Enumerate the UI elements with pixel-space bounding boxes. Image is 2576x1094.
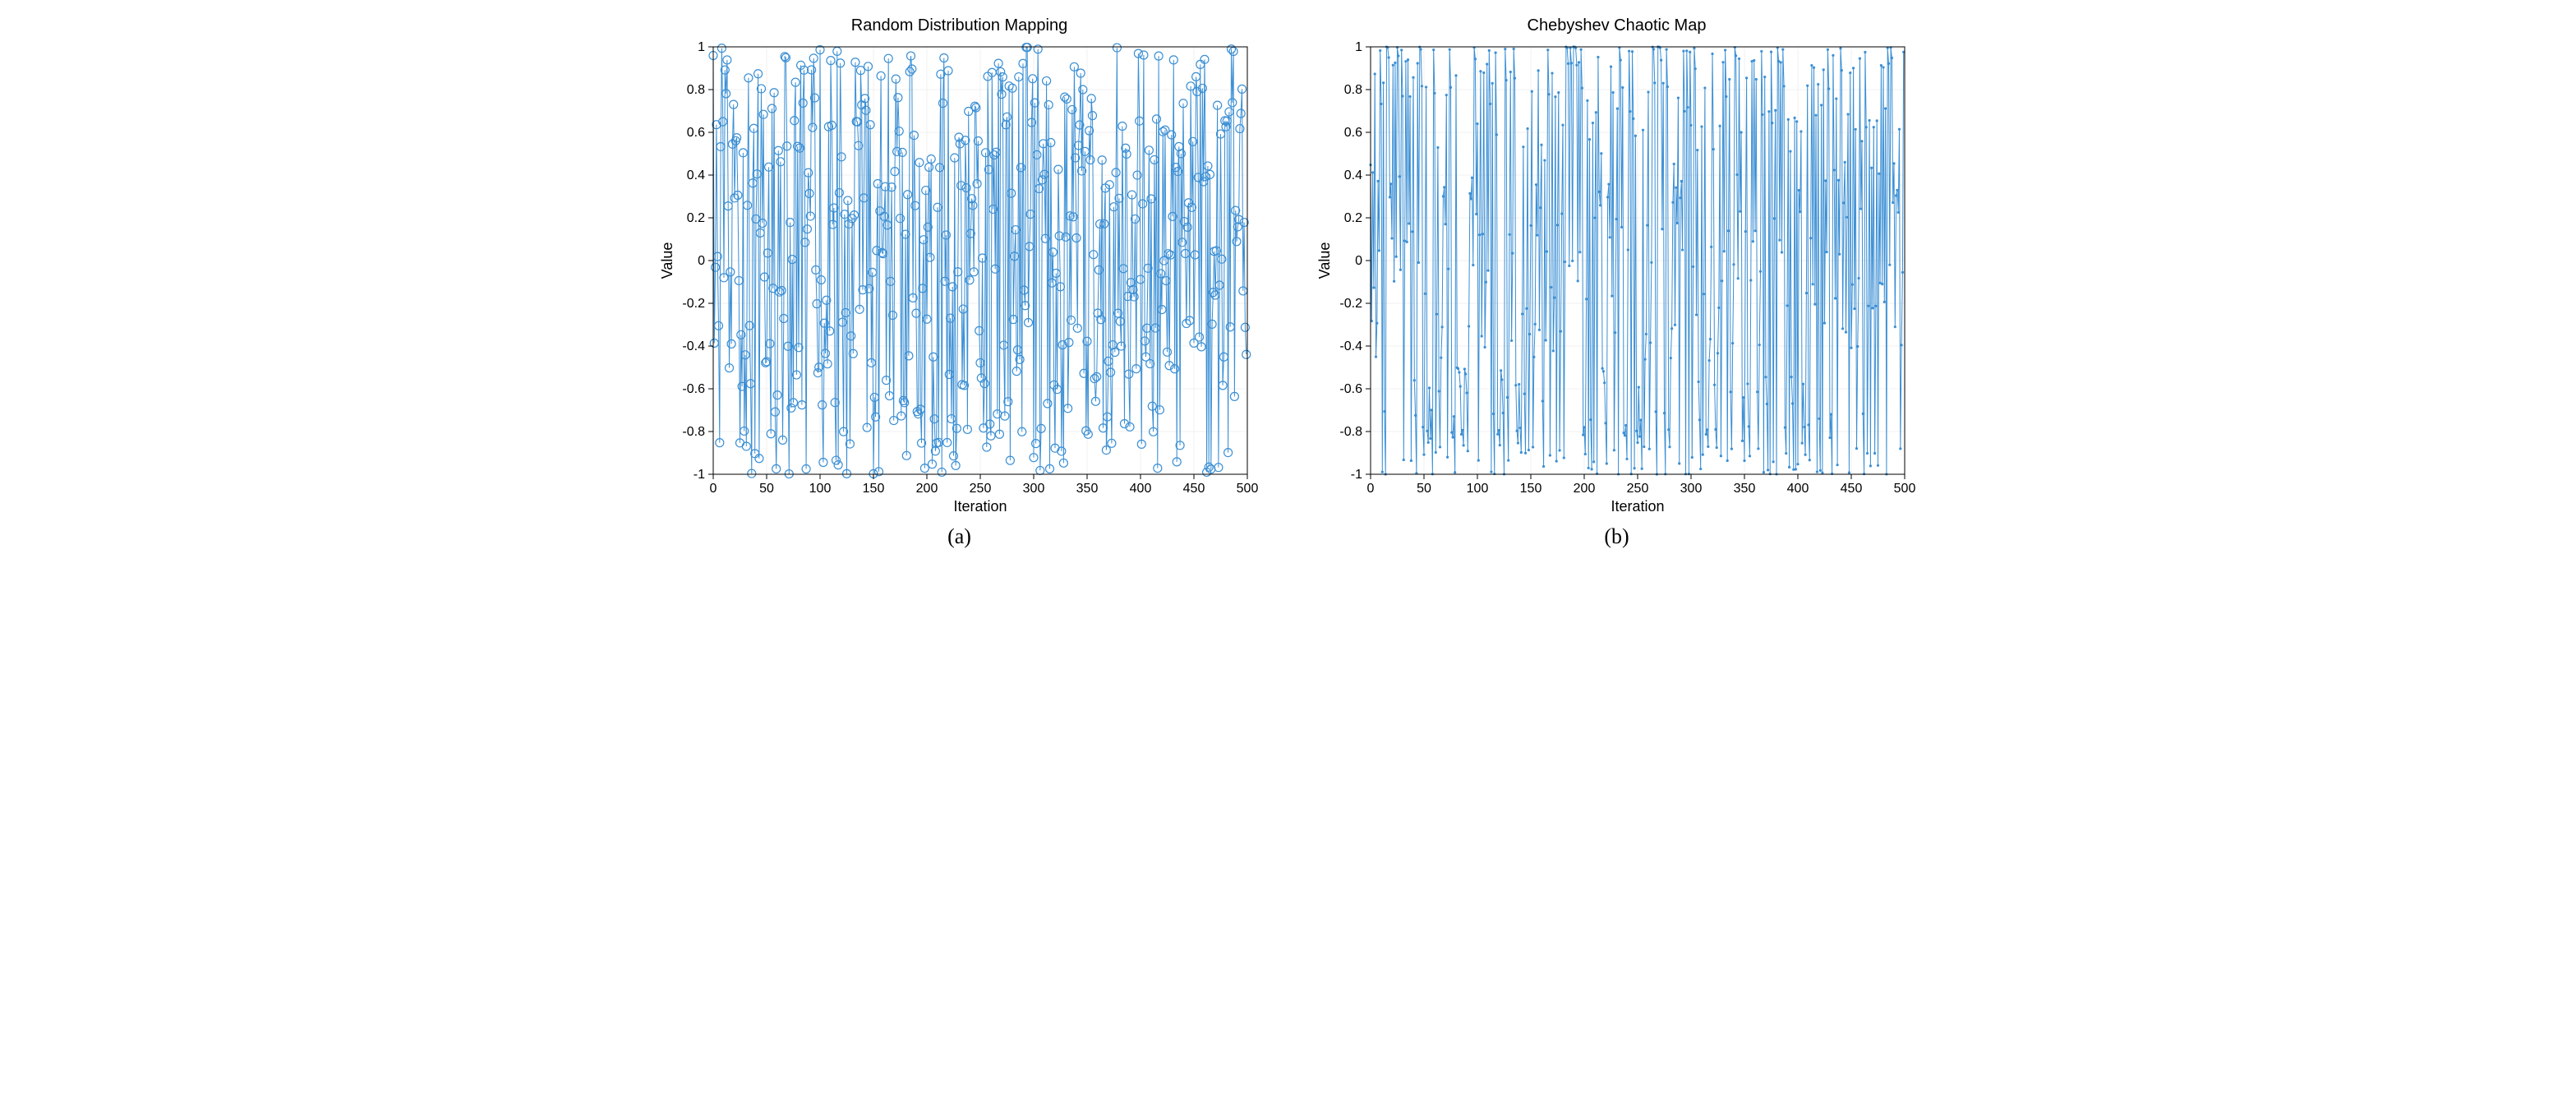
chart-svg-b: 0 50 100 150 200 250 300 350 400 450 500 -1 -0.8 -0.6… bbox=[1313, 39, 1921, 519]
svg-text:50: 50 bbox=[759, 482, 774, 496]
svg-text:0.4: 0.4 bbox=[1343, 168, 1362, 182]
x-axis-label: Iteration bbox=[953, 498, 1007, 515]
chart-title-b: Chebyshev Chaotic Map bbox=[1528, 16, 1707, 35]
svg-text:300: 300 bbox=[1680, 482, 1702, 496]
svg-text:200: 200 bbox=[1573, 482, 1595, 496]
svg-text:350: 350 bbox=[1076, 482, 1098, 496]
svg-text:300: 300 bbox=[1022, 482, 1044, 496]
svg-text:0.4: 0.4 bbox=[686, 168, 704, 182]
svg-text:1: 1 bbox=[1355, 40, 1362, 54]
svg-text:-1: -1 bbox=[1350, 468, 1362, 482]
svg-text:-0.4: -0.4 bbox=[1339, 339, 1362, 353]
panel-a: Random Distribution Mapping 0 50 100 150 200… bbox=[656, 16, 1264, 549]
svg-text:0: 0 bbox=[1366, 482, 1374, 496]
svg-text:0.6: 0.6 bbox=[1343, 126, 1362, 140]
svg-text:450: 450 bbox=[1840, 482, 1862, 496]
chart-wrap-b: 0 50 100 150 200 250 300 350 400 450 500 -1 -0.8 -0.6… bbox=[1313, 39, 1921, 519]
svg-text:0: 0 bbox=[1355, 254, 1362, 268]
svg-text:100: 100 bbox=[1466, 482, 1488, 496]
svg-text:450: 450 bbox=[1182, 482, 1205, 496]
svg-text:150: 150 bbox=[1519, 482, 1541, 496]
svg-text:0.8: 0.8 bbox=[1343, 83, 1362, 97]
svg-text:350: 350 bbox=[1733, 482, 1755, 496]
svg-text:-0.6: -0.6 bbox=[682, 382, 705, 396]
svg-text:150: 150 bbox=[862, 482, 884, 496]
chart-svg-a: 0 50 100 150 200 250 300 350 400 450 500 -1 -0.8 -0.6… bbox=[656, 39, 1264, 519]
svg-text:-0.8: -0.8 bbox=[682, 425, 705, 439]
chart-wrap-a: 0 50 100 150 200 250 300 350 400 450 500 -1 -0.8 -0.6… bbox=[656, 39, 1264, 519]
svg-text:50: 50 bbox=[1417, 482, 1431, 496]
svg-text:0.2: 0.2 bbox=[1343, 211, 1362, 225]
x-axis-label: Iteration bbox=[1611, 498, 1664, 515]
svg-text:500: 500 bbox=[1236, 482, 1258, 496]
svg-text:0.6: 0.6 bbox=[686, 126, 704, 140]
svg-text:-1: -1 bbox=[693, 468, 704, 482]
svg-text:100: 100 bbox=[809, 482, 831, 496]
svg-text:1: 1 bbox=[698, 40, 705, 54]
svg-text:250: 250 bbox=[1626, 482, 1648, 496]
svg-text:200: 200 bbox=[915, 482, 938, 496]
subplot-label-a: (a) bbox=[947, 524, 971, 549]
svg-text:400: 400 bbox=[1129, 482, 1151, 496]
y-axis-label: Value bbox=[659, 242, 675, 279]
subplot-label-b: (b) bbox=[1604, 524, 1629, 549]
svg-text:400: 400 bbox=[1786, 482, 1809, 496]
svg-text:-0.2: -0.2 bbox=[682, 297, 705, 311]
svg-text:-0.2: -0.2 bbox=[1339, 297, 1362, 311]
svg-text:-0.8: -0.8 bbox=[1339, 425, 1362, 439]
panel-b: Chebyshev Chaotic Map 0 50 100 150 200 250 300… bbox=[1313, 16, 1921, 549]
svg-text:250: 250 bbox=[969, 482, 991, 496]
svg-text:0: 0 bbox=[698, 254, 705, 268]
svg-text:500: 500 bbox=[1893, 482, 1915, 496]
svg-text:-0.6: -0.6 bbox=[1339, 382, 1362, 396]
y-axis-label: Value bbox=[1316, 242, 1333, 279]
svg-text:-0.4: -0.4 bbox=[682, 339, 705, 353]
svg-text:0.8: 0.8 bbox=[686, 83, 704, 97]
svg-text:0.2: 0.2 bbox=[686, 211, 704, 225]
svg-text:0: 0 bbox=[709, 482, 717, 496]
chart-title-a: Random Distribution Mapping bbox=[851, 16, 1067, 35]
